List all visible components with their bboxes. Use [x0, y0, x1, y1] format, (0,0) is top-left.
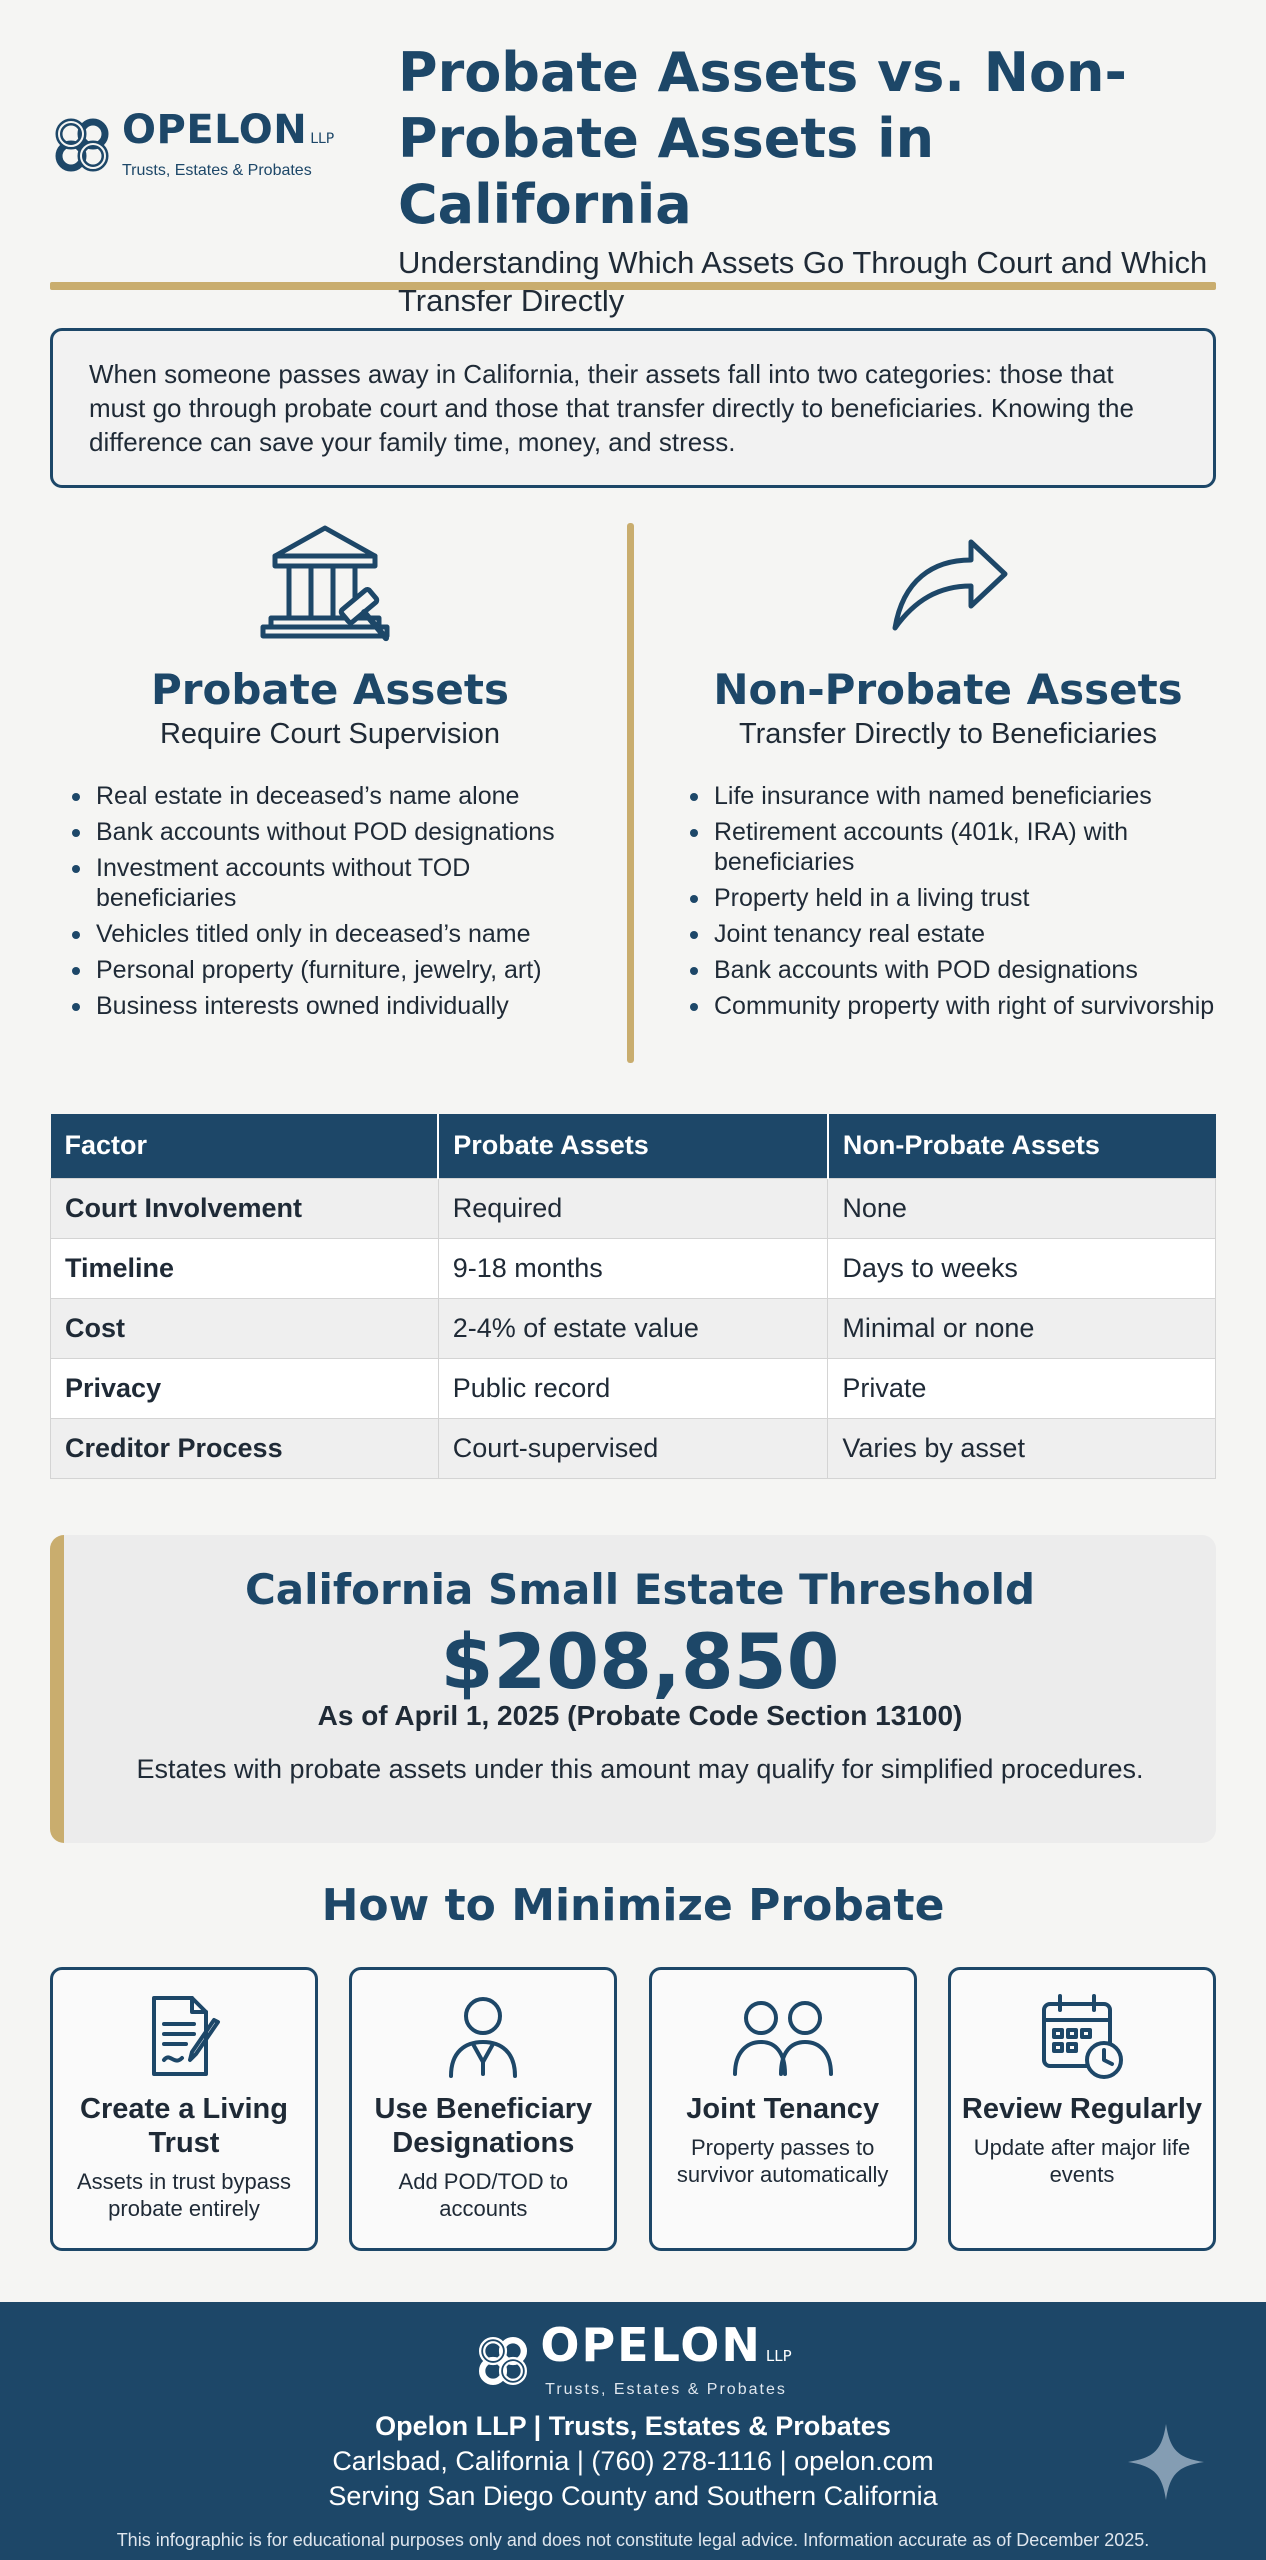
table-cell: Cost	[50, 1297, 439, 1359]
table-cell: Court Involvement	[50, 1177, 439, 1239]
footer-disclaimer: This infographic is for educational purp…	[116, 2530, 1150, 2550]
list-item: Life insurance with named beneficiaries	[690, 781, 1228, 811]
threshold-effective-date: As of April 1, 2025 (Probate Code Sectio…	[317, 1700, 963, 1731]
table-row: Timeline 9-18 months Days to weeks	[50, 1237, 1216, 1299]
list-item: Business interests owned individually	[72, 991, 610, 1021]
brand-tagline: Trusts, Estates & Probates	[122, 162, 312, 179]
table-cell: Creditor Process	[50, 1417, 439, 1479]
table-cell: Private	[827, 1357, 1216, 1419]
card-beneficiary-designations: Use Beneficiary Designations Add POD/TOD…	[349, 1967, 618, 2251]
list-item: Community property with right of survivo…	[690, 991, 1228, 1021]
list-item: Bank accounts with POD designations	[690, 955, 1228, 985]
card-title: Joint Tenancy	[686, 2093, 880, 2125]
list-item: Joint tenancy real estate	[690, 919, 1228, 949]
table-cell: Required	[437, 1177, 829, 1239]
list-item: Personal property (furniture, jewelry, a…	[72, 955, 610, 985]
table-row: Court Involvement Required None	[50, 1177, 1216, 1239]
curved-arrow-icon	[892, 539, 1008, 631]
brand-name: OPELON	[122, 107, 308, 153]
table-cell: Privacy	[50, 1357, 439, 1419]
list-item: Retirement accounts (401k, IRA) with ben…	[690, 817, 1228, 877]
table-row: Cost 2-4% of estate value Minimal or non…	[50, 1297, 1216, 1359]
sparkle-icon	[1128, 2424, 1204, 2500]
minimize-title: How to Minimize Probate	[321, 1880, 945, 1931]
card-title: Create a Living Trust	[80, 2093, 288, 2159]
table-cell: Timeline	[50, 1237, 439, 1299]
column-header: Non-Probate Assets	[827, 1114, 1216, 1178]
footer-service-area: Serving San Diego County and Southern Ca…	[328, 2481, 938, 2511]
probate-column: Probate Assets Require Court Supervision…	[50, 520, 610, 1027]
column-header: Probate Assets	[438, 1114, 829, 1178]
header: OPELON LLP Trusts, Estates & Probates Pro…	[50, 40, 1216, 318]
threshold-title: California Small Estate Threshold	[244, 1565, 1036, 1614]
opelon-knot-icon	[479, 2336, 528, 2385]
advisor-person-icon	[449, 1997, 518, 2078]
courthouse-gavel-icon	[260, 525, 390, 642]
footer-contact: Carlsbad, California | (760) 278-1116 | …	[332, 2446, 934, 2476]
footer-brand-tagline: Trusts, Estates & Probates	[545, 2381, 787, 2398]
intro-text: When someone passes away in California, …	[89, 359, 1134, 457]
table-cell: Varies by asset	[827, 1417, 1216, 1479]
card-joint-tenancy: Joint Tenancy Property passes to survivo…	[648, 1967, 917, 2251]
card-review-regularly: Review Regularly Update after major life…	[947, 1967, 1216, 2251]
two-people-icon	[732, 2001, 833, 2076]
nonprobate-subtitle: Transfer Directly to Beneficiaries	[739, 718, 1157, 750]
brand-suffix: LLP	[310, 131, 335, 147]
nonprobate-column: Non-Probate Assets Transfer Directly to …	[668, 520, 1228, 1027]
page-title: Probate Assets vs. Non-Probate Assets in…	[398, 41, 1127, 236]
header-divider	[50, 282, 1216, 290]
footer: OPELON LLP Trusts, Estates & Probates Ope…	[0, 2302, 1266, 2560]
table-row: Creditor Process Court-supervised Varies…	[50, 1417, 1216, 1479]
small-estate-threshold-box: California Small Estate Threshold $208,8…	[50, 1535, 1216, 1843]
list-item: Property held in a living trust	[690, 883, 1228, 913]
footer-brand-suffix: LLP	[765, 2347, 792, 2365]
table-row: Privacy Public record Private	[50, 1357, 1216, 1419]
footer-firm-name: Opelon LLP | Trusts, Estates & Probates	[375, 2411, 891, 2441]
table-cell: Public record	[437, 1357, 829, 1419]
opelon-knot-icon	[55, 118, 109, 172]
list-item: Investment accounts without TOD benefici…	[72, 853, 610, 913]
nonprobate-title: Non-Probate Assets	[713, 665, 1183, 714]
table-cell: Minimal or none	[827, 1297, 1216, 1359]
card-title: Review Regularly	[961, 2093, 1203, 2125]
footer-brand-name: OPELON	[540, 2318, 762, 2372]
column-header: Factor	[50, 1114, 440, 1178]
list-item: Real estate in deceased’s name alone	[72, 781, 610, 811]
list-item: Vehicles titled only in deceased’s name	[72, 919, 610, 949]
probate-title: Probate Assets	[150, 665, 509, 714]
probate-subtitle: Require Court Supervision	[159, 718, 501, 750]
card-description: Property passes to survivor automaticall…	[676, 2135, 889, 2187]
document-pen-icon	[152, 1996, 220, 2076]
calendar-clock-icon	[1041, 1994, 1123, 2079]
card-living-trust: Create a Living Trust Assets in trust by…	[50, 1967, 318, 2251]
brand-logo: OPELON LLP Trusts, Estates & Probates	[50, 110, 334, 180]
table-header-row: Factor Probate Assets Non-Probate Assets	[50, 1114, 1216, 1178]
probate-list: Real estate in deceased’s name alone Ban…	[50, 781, 610, 1021]
card-title: Use Beneficiary Designations	[374, 2093, 593, 2159]
threshold-note: Estates with probate assets under this a…	[136, 1754, 1144, 1784]
comparison-table: Factor Probate Assets Non-Probate Assets…	[50, 1114, 1216, 1479]
table-cell: Days to weeks	[827, 1237, 1216, 1299]
table-cell: 2-4% of estate value	[437, 1297, 829, 1359]
table-cell: 9-18 months	[437, 1237, 829, 1299]
minimize-cards: Create a Living Trust Assets in trust by…	[50, 1967, 1216, 2251]
footer-logo: OPELON LLP Trusts, Estates & Probates	[0, 2322, 1266, 2399]
card-description: Add POD/TOD to accounts	[398, 2169, 569, 2221]
list-item: Bank accounts without POD designations	[72, 817, 610, 847]
column-divider	[627, 523, 634, 1063]
threshold-amount: $208,850	[440, 1617, 840, 1706]
table-cell: Court-supervised	[437, 1417, 829, 1479]
intro-box: When someone passes away in California, …	[50, 328, 1216, 488]
table-cell: None	[827, 1177, 1216, 1239]
nonprobate-list: Life insurance with named beneficiaries …	[668, 781, 1228, 1021]
card-description: Update after major life events	[973, 2135, 1191, 2187]
card-description: Assets in trust bypass probate entirely	[77, 2169, 291, 2221]
